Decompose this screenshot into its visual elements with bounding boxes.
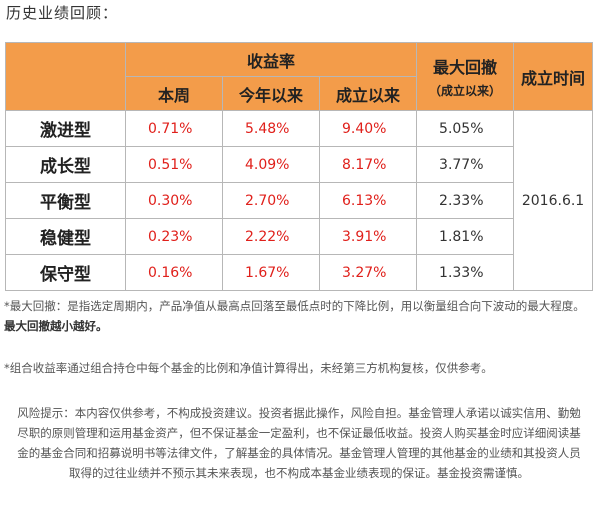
return-rate-header: 收益率	[124, 42, 418, 77]
since-inception-return: 9.40%	[318, 110, 418, 147]
drawdown-note: *最大回撤：是指选定周期内，产品净值从最高点回落至最低点时的下降比例，用以衡量组…	[4, 296, 594, 336]
week-header: 本周	[125, 76, 223, 111]
ytd-return: 4.09%	[222, 146, 320, 183]
ytd-return: 1.67%	[222, 254, 320, 291]
ytd-header: 今年以来	[222, 76, 320, 111]
max-drawdown-value: 5.05%	[416, 110, 515, 147]
table-row: 保守型 0.16% 1.67% 3.27% 1.33%	[5, 254, 593, 291]
since-inception-return: 8.17%	[318, 146, 418, 183]
ytd-return: 2.22%	[222, 218, 320, 255]
max-drawdown-label: 最大回撤	[433, 58, 498, 77]
since-inception-return: 3.27%	[318, 254, 418, 291]
ytd-return: 2.70%	[222, 182, 320, 219]
portfolio-name: 激进型	[5, 110, 126, 147]
drawdown-note-emphasis: 最大回撤越小越好。	[4, 319, 108, 333]
table-row: 平衡型 0.30% 2.70% 6.13% 2.33%	[5, 182, 593, 219]
week-return: 0.30%	[125, 182, 223, 219]
ytd-return: 5.48%	[222, 110, 320, 147]
portfolio-name: 稳健型	[5, 218, 126, 255]
calc-note: *组合收益率通过组合持仓中每个基金的比例和净值计算得出，未经第三方机构复核，仅供…	[4, 361, 493, 375]
week-return: 0.51%	[125, 146, 223, 183]
max-drawdown-value: 3.77%	[416, 146, 515, 183]
page-title: 历史业绩回顾：	[6, 4, 119, 22]
portfolio-name: 保守型	[5, 254, 126, 291]
risk-disclaimer: 风险提示：本内容仅供参考，不构成投资建议。投资者据此操作，风险自担。基金管理人承…	[17, 406, 581, 480]
max-drawdown-value: 1.81%	[416, 218, 515, 255]
portfolio-name: 成长型	[5, 146, 126, 183]
table-row: 成长型 0.51% 4.09% 8.17% 3.77%	[5, 146, 593, 183]
drawdown-note-text: *最大回撤：是指选定周期内，产品净值从最高点回落至最低点时的下降比例，用以衡量组…	[4, 299, 585, 313]
week-return: 0.23%	[125, 218, 223, 255]
max-drawdown-value: 2.33%	[416, 182, 515, 219]
table-row: 激进型 0.71% 5.48% 9.40% 5.05% 2016.6.1	[5, 110, 594, 291]
since-inception-return: 6.13%	[318, 182, 418, 219]
max-drawdown-sublabel: （成立以来）	[429, 84, 502, 98]
since-inception-return: 3.91%	[318, 218, 418, 255]
corner-header-cell	[5, 42, 126, 111]
since-inception-header: 成立以来	[318, 76, 418, 111]
inception-date: 2016.6.1	[513, 110, 594, 291]
week-return: 0.71%	[125, 110, 223, 147]
max-drawdown-header: 最大回撤 （成立以来）	[416, 42, 515, 111]
inception-header: 成立时间	[513, 42, 594, 111]
performance-table: 收益率 最大回撤 （成立以来） 成立时间 本周 今年以来 成立以来 激进型 0.…	[5, 42, 594, 291]
week-return: 0.16%	[125, 254, 223, 291]
max-drawdown-value: 1.33%	[416, 254, 515, 291]
portfolio-name: 平衡型	[5, 182, 126, 219]
table-row: 稳健型 0.23% 2.22% 3.91% 1.81%	[5, 218, 593, 255]
